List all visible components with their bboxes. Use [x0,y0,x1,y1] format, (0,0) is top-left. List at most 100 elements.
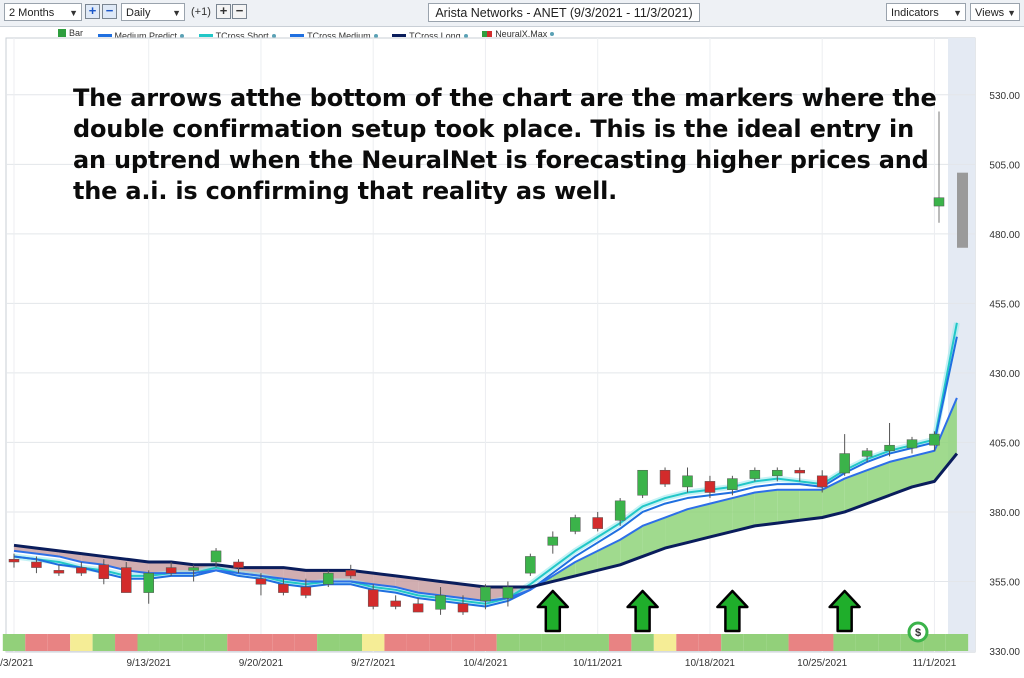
indicators-button[interactable]: Indicators ▼ [886,3,966,21]
line-icon [97,34,112,37]
signal-cell [855,634,879,651]
signal-cell [406,634,430,651]
trend-band-segment [14,545,37,554]
candle [480,586,491,602]
x-tick-label: 10/4/2021 [463,658,508,669]
candle [121,567,132,593]
y-tick-label: 405.00 [989,438,1020,449]
candle [345,570,356,577]
legend-label: NeuralX.Max [495,29,548,39]
legend-label: Bar [69,28,84,38]
x-tick-label: 9/13/2021 [126,658,171,669]
legend-item-bar[interactable]: Bar [58,28,83,38]
candle [412,603,424,613]
y-tick-label: 455.00 [989,299,1020,310]
legend-item-tcross-long[interactable]: TCross.Long [392,31,468,41]
candle [614,500,626,521]
candle [816,475,828,488]
candle [300,586,312,596]
signal-cell [182,634,205,651]
trend-band-segment [777,489,800,524]
signal-cell [384,634,407,651]
candle [659,469,671,485]
signal-cell [272,634,295,651]
legend-item-tcross-medium[interactable]: TCross.Medium [290,31,378,41]
y-tick-label: 355.00 [989,577,1020,588]
annotation-text: The arrows atthe bottom of the chart are… [73,84,937,205]
trend-band-segment [373,573,396,588]
step-plus-button[interactable]: + [216,4,231,19]
trend-band-segment [328,570,351,582]
trend-band-segment [822,478,845,518]
y-tick-label: 530.00 [989,91,1020,102]
step-minus-button[interactable]: − [232,4,247,19]
period-value: 2 Months [9,7,55,19]
signal-cell [676,634,699,651]
legend-item-tcross-short[interactable]: TCross.Short [198,31,276,41]
trend-band-segment [485,587,508,601]
line-icon [392,34,407,37]
candle [929,433,940,446]
trend-band-segment [844,470,868,512]
views-button[interactable]: Views ▼ [970,3,1020,21]
trend-band-segment [171,562,194,574]
signal-cell [496,634,520,651]
signal-cell [2,634,26,651]
chart-legend: Bar Medium.Predict TCross.Short TCross.M… [58,28,566,41]
trend-band-segment [507,587,531,599]
settings-dot-icon [463,33,468,38]
zoom-in-button[interactable]: + [85,4,100,19]
signal-cell [833,634,856,651]
candle [525,556,536,574]
marker-icon [482,31,493,37]
y-tick-label: 380.00 [989,508,1020,519]
trend-band-segment [58,550,82,563]
entry-arrow-icon [536,589,570,633]
forecast-range-bar [957,172,968,248]
entry-arrow-icon [626,589,659,633]
signal-cell [92,634,116,651]
signal-cell [541,634,565,651]
bar-icon [58,29,66,37]
x-tick-label: 11/1/2021 [913,658,957,669]
y-tick-label: 330.00 [989,647,1020,658]
tcross-long-line [13,452,959,589]
candle [861,450,873,457]
candle [570,517,581,532]
symbol-title[interactable]: Arista Networks - ANET (9/3/2021 - 11/3/… [428,3,700,22]
medium-predict-line [13,336,958,608]
legend-item-neuralx-max[interactable]: NeuralX.Max [482,29,555,39]
interval-select[interactable]: Daily ▼ [121,3,185,21]
signal-cell [25,634,48,651]
trend-band-segment [732,492,755,532]
candle [637,469,648,496]
settings-dot-icon [373,33,378,38]
legend-item-medium-predict[interactable]: Medium.Predict [97,30,185,41]
legend-label: Medium.Predict [114,30,178,41]
entry-arrow-icon [716,589,749,633]
y-tick-label: 480.00 [989,230,1020,241]
signal-cell [631,634,654,651]
chevron-down-icon: ▼ [172,8,181,18]
signal-cell [608,634,632,651]
legend-label: TCross.Medium [307,30,371,41]
trend-band-segment [642,517,666,557]
candle [367,589,379,607]
candle [278,584,289,593]
signal-cell [766,634,789,651]
candle [165,567,177,574]
toolbar: 2 Months ▼ + − Daily ▼ (+1) + − Arista Net… [0,0,1024,27]
trend-band-segment [238,567,261,576]
signal-cell [721,634,744,651]
zoom-out-button[interactable]: − [102,4,117,19]
candle [502,586,514,599]
signal-cell [362,634,385,651]
y-tick-label: 430.00 [989,369,1020,380]
trend-band-segment [126,559,149,574]
line-icon [290,34,305,37]
period-select[interactable]: 2 Months ▼ [4,3,82,21]
x-tick-label: 9/20/2021 [239,658,284,669]
trend-band-segment [552,562,576,582]
trend-band-segment [597,539,621,571]
signal-cell [698,634,722,651]
